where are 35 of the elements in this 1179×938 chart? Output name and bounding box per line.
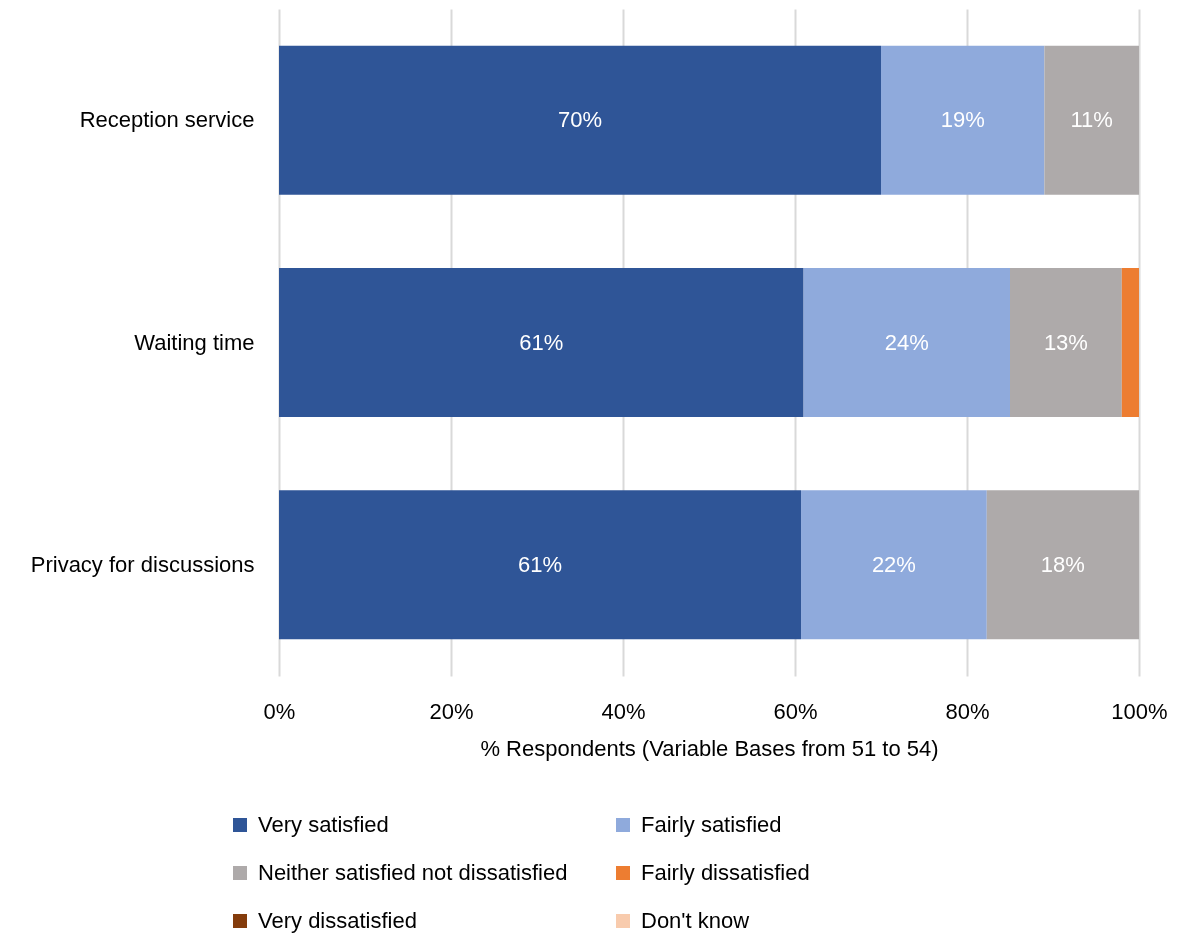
legend-label: Neither satisfied not dissatisfied [258, 860, 568, 885]
data-label: 19% [940, 107, 985, 133]
data-label: 61% [517, 551, 563, 577]
legend-label: Fairly dissatisfied [641, 860, 810, 885]
data-label: 61% [519, 329, 564, 355]
data-label: 13% [1043, 329, 1088, 355]
legend-label: Don't know [641, 908, 750, 933]
data-label: 22% [871, 551, 916, 577]
bar [279, 490, 802, 640]
bar [986, 490, 1139, 640]
data-label: 24% [884, 329, 929, 355]
x-tick-label: 40% [601, 698, 646, 724]
bar [1121, 268, 1139, 417]
bar [1044, 45, 1139, 195]
data-label: 11% [1070, 107, 1113, 133]
y-tick-label: Privacy for discussions [30, 551, 255, 577]
bar [1010, 268, 1122, 417]
data-label: 70% [557, 107, 603, 133]
y-tick-label: Reception service [79, 107, 255, 133]
x-tick-label: 100% [1111, 698, 1168, 724]
data-label: 18% [1040, 551, 1085, 577]
x-tick-label: 60% [773, 698, 818, 724]
x-axis-title: % Respondents (Variable Bases from 51 to 54) [480, 735, 939, 761]
x-tick-label: 80% [945, 698, 990, 724]
bar [801, 490, 987, 640]
bar [279, 268, 804, 417]
x-tick-label: 0% [263, 698, 296, 724]
legend-label: Fairly satisfied [641, 812, 782, 837]
legend-label: Very dissatisfied [258, 908, 417, 933]
bar [803, 268, 1010, 417]
bar [279, 45, 881, 195]
x-tick-label: 20% [429, 698, 474, 724]
legend-label: Very satisfied [258, 812, 389, 837]
y-tick-label: Waiting time [134, 329, 255, 355]
bar [881, 45, 1045, 195]
